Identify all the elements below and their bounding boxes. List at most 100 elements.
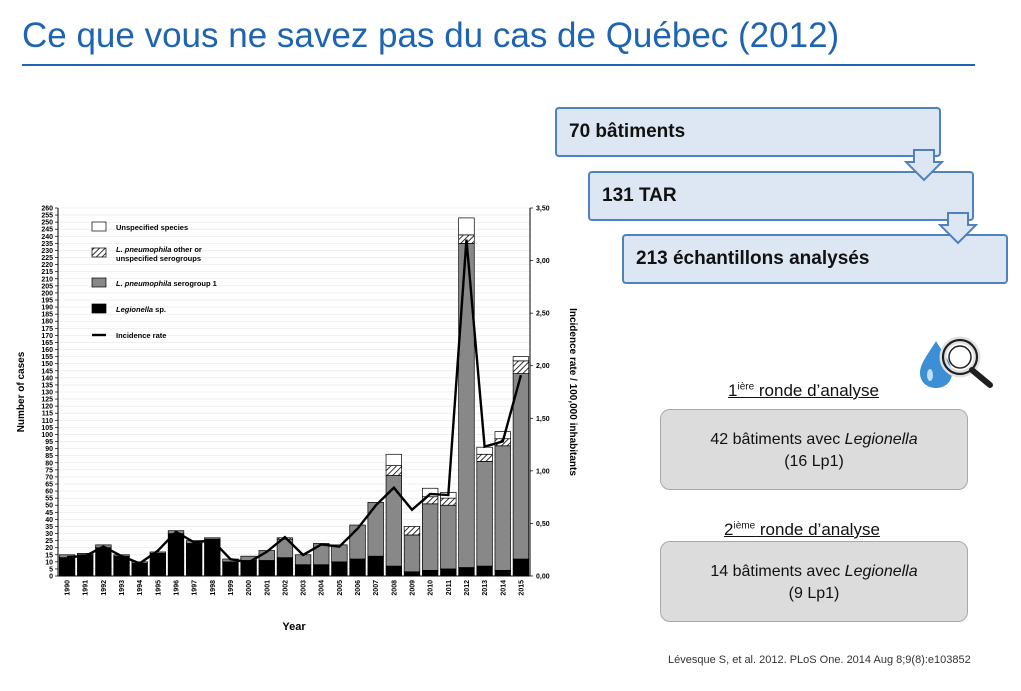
- bar-segment-series-0: [421, 569, 439, 577]
- result-prefix: 42 bâtiments avec: [710, 431, 845, 448]
- x-tick-label: 2002: [282, 580, 289, 596]
- result-lp1-count: (9 Lp1): [788, 585, 840, 602]
- y-tick-label: 95: [45, 439, 53, 446]
- y-tick-label: 200: [41, 290, 53, 297]
- y-tick-label: 135: [41, 382, 53, 389]
- magnifier-water-drop-icon: [920, 336, 993, 388]
- y-tick-label: 40: [45, 517, 53, 524]
- bar-segment-series-0: [313, 564, 330, 577]
- y-tick-label: 55: [45, 496, 53, 503]
- flow-label-buildings: 70 bâtiments: [569, 121, 686, 142]
- y2-tick-label: 1,00: [536, 468, 550, 475]
- x-axis-label: Year: [282, 621, 306, 633]
- y2-axis-label: Incidence rate / 100,000 inhabitants: [567, 308, 578, 476]
- y-tick-label: 80: [45, 460, 53, 467]
- x-tick-label: 1990: [65, 580, 72, 596]
- y-tick-label: 180: [41, 319, 53, 326]
- bar-segment-series-3: [421, 487, 439, 498]
- y-tick-label: 220: [41, 262, 53, 269]
- flow-box-cooling-towers: 131 TAR: [588, 171, 974, 221]
- y-tick-label: 210: [41, 276, 53, 283]
- bar-segment-series-0: [131, 562, 148, 577]
- legend-swatch: [91, 277, 107, 288]
- x-tick-label: 2005: [337, 580, 344, 596]
- y-tick-label: 110: [42, 418, 53, 425]
- bar-segment-series-1: [403, 534, 421, 573]
- down-arrow-icon: [938, 212, 978, 245]
- y-tick-label: 160: [41, 347, 53, 354]
- bar-segment-series-1: [367, 502, 384, 557]
- bar-segment-series-1: [421, 503, 439, 571]
- y-tick-label: 175: [41, 326, 53, 333]
- legend-label: Legionella sp.: [116, 305, 166, 314]
- round-ordinal-suffix: ième: [733, 520, 756, 532]
- y-tick-label: 45: [45, 510, 53, 517]
- x-tick-label: 2007: [373, 580, 380, 596]
- y2-tick-label: 0,50: [536, 521, 550, 528]
- y-tick-label: 185: [41, 312, 53, 319]
- legend-label: Unspecified species: [116, 223, 188, 232]
- bar-segment-series-0: [149, 553, 167, 577]
- bar-segment-series-0: [276, 557, 294, 577]
- x-tick-label: 2012: [464, 580, 471, 596]
- y2-tick-label: 2,50: [536, 311, 550, 318]
- legend-swatch: [91, 303, 107, 314]
- bar-segment-series-0: [58, 557, 76, 577]
- bar-segment-series-0: [440, 568, 457, 577]
- round-heading-text: ronde d’analyse: [754, 381, 879, 400]
- bar-segment-series-2: [403, 526, 421, 536]
- bar-segment-series-0: [185, 543, 203, 577]
- x-tick-label: 2014: [500, 580, 507, 596]
- round-ordinal: 1: [728, 381, 738, 400]
- flow-box-samples: 213 échantillons analysés: [622, 234, 1008, 284]
- bar-segment-series-1: [204, 537, 221, 540]
- y-tick-label: 155: [41, 354, 53, 361]
- y-tick-label: 25: [45, 538, 53, 545]
- y-tick-label: 10: [45, 559, 53, 566]
- x-tick-label: 2010: [428, 580, 435, 596]
- y-tick-label: 60: [45, 489, 53, 496]
- bar-segment-series-1: [440, 504, 457, 570]
- y-tick-label: 75: [45, 467, 53, 474]
- bar-segment-series-1: [331, 544, 348, 563]
- round-ordinal-suffix: ière: [737, 381, 755, 393]
- y-tick-label: 225: [41, 255, 53, 262]
- y-tick-label: 15: [45, 552, 53, 559]
- legend-swatch: [91, 221, 107, 232]
- y-tick-label: 190: [41, 305, 53, 312]
- bar-segment-series-3: [476, 446, 493, 455]
- x-tick-label: 1996: [174, 580, 181, 596]
- y-tick-label: 120: [41, 404, 53, 411]
- y-tick-label: 100: [41, 432, 53, 439]
- bar-segment-series-0: [222, 561, 239, 577]
- round-heading-first: 1ière ronde d’analyse: [728, 381, 879, 401]
- bar-segment-series-2: [440, 497, 457, 506]
- bar-segment-series-0: [367, 555, 384, 577]
- bar-segment-series-2: [385, 465, 403, 476]
- y-tick-label: 125: [41, 397, 53, 404]
- y-tick-label: 145: [41, 368, 53, 375]
- y-tick-label: 150: [41, 361, 53, 368]
- y-tick-label: 240: [41, 234, 53, 241]
- y-tick-label: 140: [41, 375, 53, 382]
- x-tick-label: 2015: [518, 580, 525, 596]
- x-tick-label: 2006: [355, 580, 362, 596]
- bar-segment-series-0: [95, 547, 112, 577]
- x-tick-label: 1992: [101, 580, 108, 596]
- y-tick-label: 235: [41, 241, 53, 248]
- y-tick-label: 50: [45, 503, 53, 510]
- legend-label: L. pneumophila other or: [116, 245, 202, 254]
- bar-segment-series-0: [512, 558, 530, 577]
- bar-segment-series-0: [349, 558, 366, 577]
- y-tick-label: 130: [41, 390, 53, 397]
- y2-tick-label: 1,50: [536, 416, 550, 423]
- bar-segment-series-0: [494, 569, 511, 577]
- bar-segment-series-3: [385, 453, 403, 466]
- y-tick-label: 90: [45, 446, 53, 453]
- y-tick-label: 195: [41, 298, 53, 305]
- y-tick-label: 205: [41, 283, 53, 290]
- legionella-cases-chart: 0510152025303540455055606570758085909510…: [16, 206, 578, 634]
- result-prefix: 14 bâtiments avec: [710, 563, 845, 580]
- flow-label-samples: 213 échantillons analysés: [636, 248, 870, 269]
- y-tick-label: 215: [41, 269, 53, 276]
